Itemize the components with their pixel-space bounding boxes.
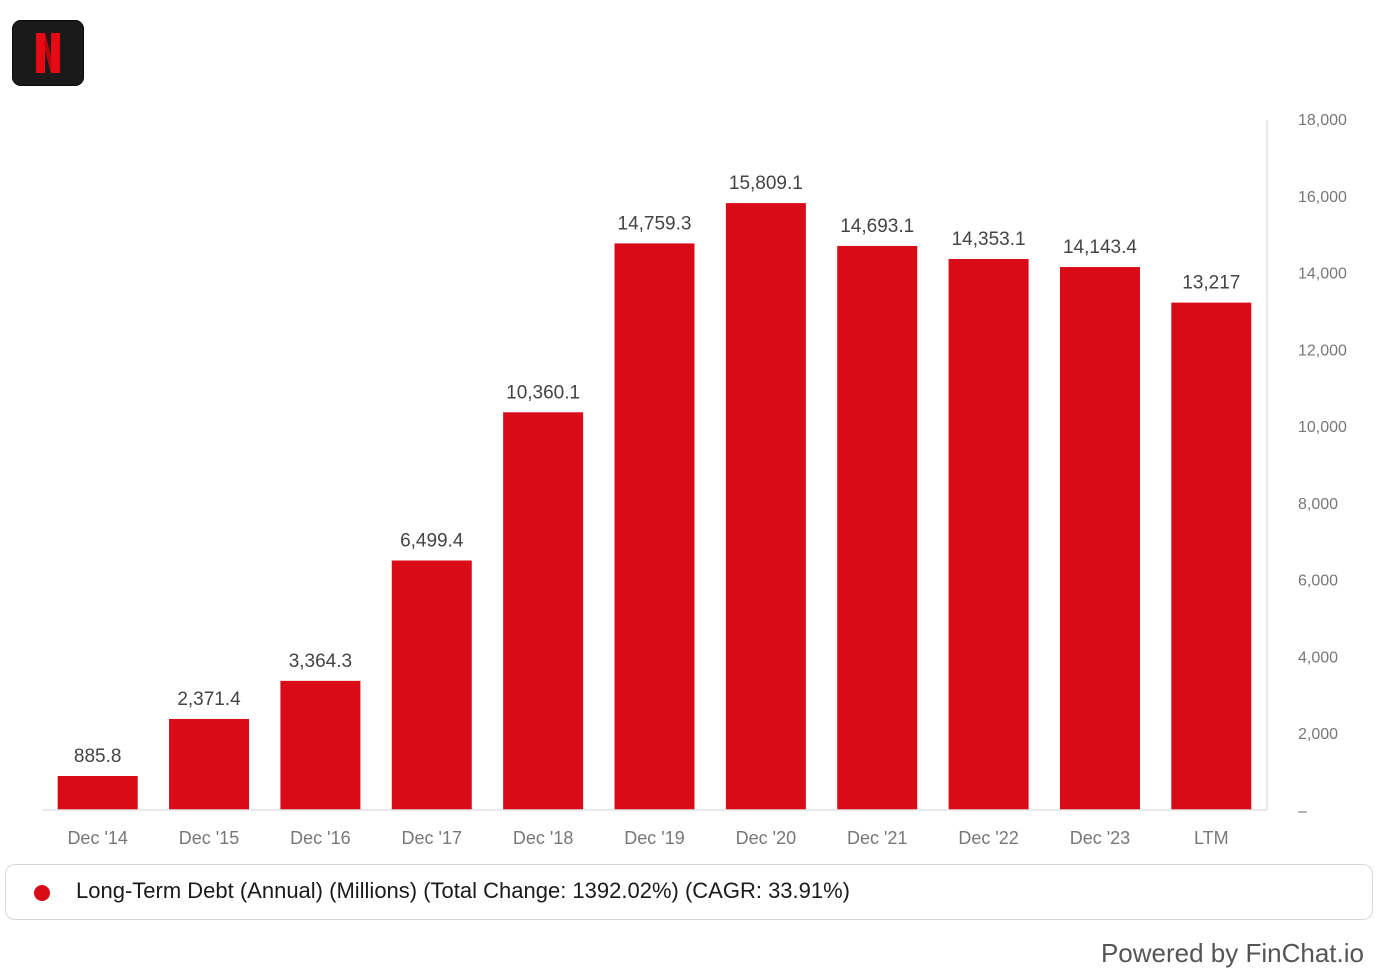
- bar-value-label: 10,360.1: [506, 382, 580, 403]
- value-labels-group: 885.8 2,371.4 3,364.3 6,499.4 10,360.1 14,759…: [74, 173, 1240, 767]
- y-tick-label: 12,000: [1298, 342, 1347, 359]
- bar: [837, 245, 918, 810]
- bar: [1171, 302, 1252, 810]
- x-tick-label: Dec '14: [67, 828, 127, 848]
- bar-value-label: 13,217: [1182, 273, 1240, 294]
- x-tick-label: LTM: [1194, 828, 1229, 848]
- netflix-logo: [12, 20, 84, 86]
- legend-dot-icon: [34, 885, 50, 901]
- y-tick-label: 4,000: [1298, 649, 1338, 666]
- bar: [280, 680, 361, 810]
- bar-value-label: 14,759.3: [618, 213, 692, 234]
- x-tick-label: Dec '22: [958, 828, 1018, 848]
- x-tick-label: Dec '15: [179, 828, 239, 848]
- bar: [169, 718, 250, 810]
- x-tick-label: Dec '17: [402, 828, 462, 848]
- x-tick-label: Dec '21: [847, 828, 907, 848]
- y-tick-label: 2,000: [1298, 726, 1338, 743]
- bar: [1059, 267, 1140, 810]
- y-tick-label: 14,000: [1298, 266, 1347, 283]
- y-tick-label: 10,000: [1298, 419, 1347, 436]
- bar: [948, 259, 1029, 810]
- bar: [725, 203, 806, 811]
- bars-group: [57, 203, 1252, 811]
- bar-value-label: 885.8: [74, 746, 122, 767]
- bar-value-label: 2,371.4: [177, 689, 241, 710]
- bar-value-label: 14,353.1: [952, 229, 1026, 250]
- x-tick-label: Dec '16: [290, 828, 350, 848]
- bar: [614, 243, 695, 811]
- bar-value-label: 14,143.4: [1063, 237, 1137, 258]
- powered-by-label: Powered by FinChat.io: [1100, 938, 1364, 968]
- bar: [57, 775, 138, 810]
- bar-value-label: 3,364.3: [289, 651, 352, 672]
- legend: Long-Term Debt (Annual) (Millions) (Tota…: [5, 864, 1373, 920]
- x-tick-label: Dec '19: [624, 828, 684, 848]
- bar: [503, 412, 584, 810]
- netflix-n-logo-icon: [36, 33, 60, 73]
- bar-value-label: 14,693.1: [840, 216, 914, 237]
- legend-label: Long-Term Debt (Annual) (Millions) (Tota…: [76, 878, 851, 903]
- y-tick-label: 6,000: [1298, 573, 1338, 590]
- y-tick-label: 18,000: [1298, 112, 1347, 129]
- x-axis-labels: Dec '14 Dec '15 Dec '16 Dec '17 Dec '18 Dec '…: [67, 828, 1228, 848]
- bar-value-label: 15,809.1: [729, 173, 803, 194]
- y-tick-label: –: [1298, 803, 1307, 820]
- bar: [391, 560, 472, 810]
- y-tick-label: 16,000: [1298, 189, 1347, 206]
- y-axis-labels: – 2,000 4,000 6,000 8,000 10,000 12,000 14,000 1…: [1298, 112, 1347, 820]
- x-tick-label: Dec '23: [1070, 828, 1130, 848]
- x-tick-label: Dec '20: [736, 828, 796, 848]
- y-tick-label: 8,000: [1298, 496, 1338, 513]
- bar-chart: 885.8 2,371.4 3,364.3 6,499.4 10,360.1 14,759…: [42, 112, 1347, 848]
- x-tick-label: Dec '18: [513, 828, 573, 848]
- bar-value-label: 6,499.4: [400, 530, 464, 551]
